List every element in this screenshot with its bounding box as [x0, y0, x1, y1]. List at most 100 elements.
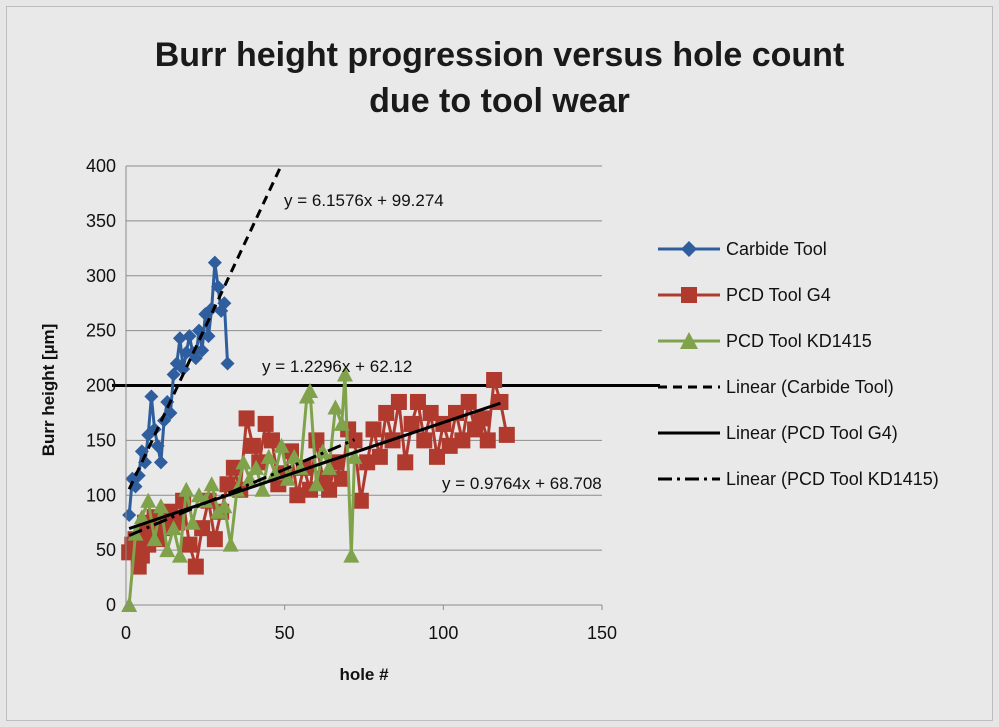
equation-carbide: y = 6.1576x + 99.274: [284, 191, 444, 210]
data-point: [194, 520, 211, 537]
data-point: [327, 399, 344, 415]
data-point: [365, 421, 382, 438]
data-point: [220, 356, 235, 371]
trendline-pcd-tool-kd1415: [128, 438, 356, 537]
plot-area: [112, 165, 660, 612]
data-point: [144, 389, 159, 404]
data-point: [172, 331, 187, 346]
legend-label: Linear (Carbide Tool): [726, 377, 894, 397]
legend-entry-2: PCD Tool G4: [658, 285, 831, 305]
data-point: [219, 476, 236, 493]
data-point: [153, 455, 168, 470]
legend-entry-4: Linear (Carbide Tool): [658, 377, 894, 397]
data-point: [289, 487, 306, 504]
y-tick-label-350: 350: [86, 211, 116, 231]
y-tick-label-300: 300: [86, 266, 116, 286]
legend-marker: [680, 332, 698, 349]
x-tick-label-100: 100: [428, 623, 458, 643]
legend-entry-5: Linear (PCD Tool G4): [658, 423, 898, 443]
data-point: [216, 498, 233, 514]
legend-marker: [681, 287, 697, 303]
equation-kd1415: y = 1.2296x + 62.12: [262, 357, 412, 376]
legend-label: Linear (PCD Tool KD1415): [726, 469, 939, 489]
x-axis-label: hole #: [339, 665, 389, 684]
data-point: [416, 432, 433, 449]
data-point: [131, 468, 146, 483]
chart-title-line-1: Burr height progression versus hole coun…: [154, 36, 845, 74]
data-point: [166, 367, 181, 382]
legend: Carbide Tool PCD Tool G4 PCD Tool KD1415 Li…: [658, 239, 939, 489]
data-point: [235, 454, 252, 470]
legend-entry-1: Carbide Tool: [658, 239, 827, 259]
legend-label: Carbide Tool: [726, 239, 827, 259]
data-point: [206, 531, 223, 548]
data-point: [201, 329, 216, 344]
data-point: [157, 413, 172, 428]
data-point: [279, 470, 296, 486]
data-point: [409, 393, 426, 410]
data-point: [133, 509, 150, 525]
data-point: [492, 393, 509, 410]
y-tick-label-100: 100: [86, 485, 116, 505]
data-point: [260, 448, 277, 464]
data-point: [182, 329, 197, 344]
data-point: [460, 393, 477, 410]
y-tick-label-150: 150: [86, 430, 116, 450]
legend-label: PCD Tool KD1415: [726, 331, 872, 351]
data-point: [454, 432, 471, 449]
data-point: [163, 405, 178, 420]
data-point: [308, 476, 325, 492]
data-point: [165, 520, 182, 536]
data-point: [441, 437, 458, 454]
data-point: [486, 372, 503, 389]
data-point: [422, 404, 439, 421]
x-tick-label-150: 150: [587, 623, 617, 643]
data-point: [244, 437, 261, 454]
data-point: [336, 366, 353, 382]
data-point: [211, 279, 226, 294]
data-point: [254, 481, 271, 497]
data-point: [397, 454, 414, 471]
data-point: [302, 382, 319, 398]
data-point: [321, 459, 338, 475]
data-point: [314, 443, 331, 459]
data-point: [352, 492, 369, 509]
data-point: [122, 508, 137, 523]
data-point: [217, 296, 232, 311]
chart-title-line-2: due to tool wear: [369, 82, 630, 120]
data-point: [138, 455, 153, 470]
data-point: [257, 415, 274, 432]
data-point: [225, 459, 242, 476]
data-point: [171, 547, 188, 563]
data-point: [263, 432, 280, 449]
trendline-pcd-tool-g4: [128, 401, 501, 530]
data-point: [321, 481, 338, 498]
x-tick-label-0: 0: [121, 623, 131, 643]
data-point: [207, 255, 222, 270]
legend-marker: [681, 241, 697, 257]
data-point: [428, 448, 445, 465]
data-point: [390, 393, 407, 410]
data-point: [160, 394, 175, 409]
data-point: [403, 415, 420, 432]
data-point: [150, 438, 165, 453]
legend-entry-6: Linear (PCD Tool KD1415): [658, 469, 939, 489]
data-point: [498, 426, 515, 443]
data-point: [146, 531, 163, 547]
data-point: [333, 415, 350, 431]
y-axis-label: Burr height [µm]: [39, 324, 58, 457]
data-point: [152, 498, 169, 514]
y-tick-label-400: 400: [86, 156, 116, 176]
series-carbide-tool: [122, 255, 235, 523]
data-point: [178, 481, 195, 497]
data-point: [203, 476, 220, 492]
data-point: [187, 558, 204, 575]
data-point: [140, 492, 157, 508]
y-tick-label-50: 50: [96, 540, 116, 560]
data-point: [359, 454, 376, 471]
data-point: [273, 437, 290, 453]
data-point: [159, 542, 176, 558]
data-point: [371, 448, 388, 465]
data-point: [346, 448, 363, 464]
